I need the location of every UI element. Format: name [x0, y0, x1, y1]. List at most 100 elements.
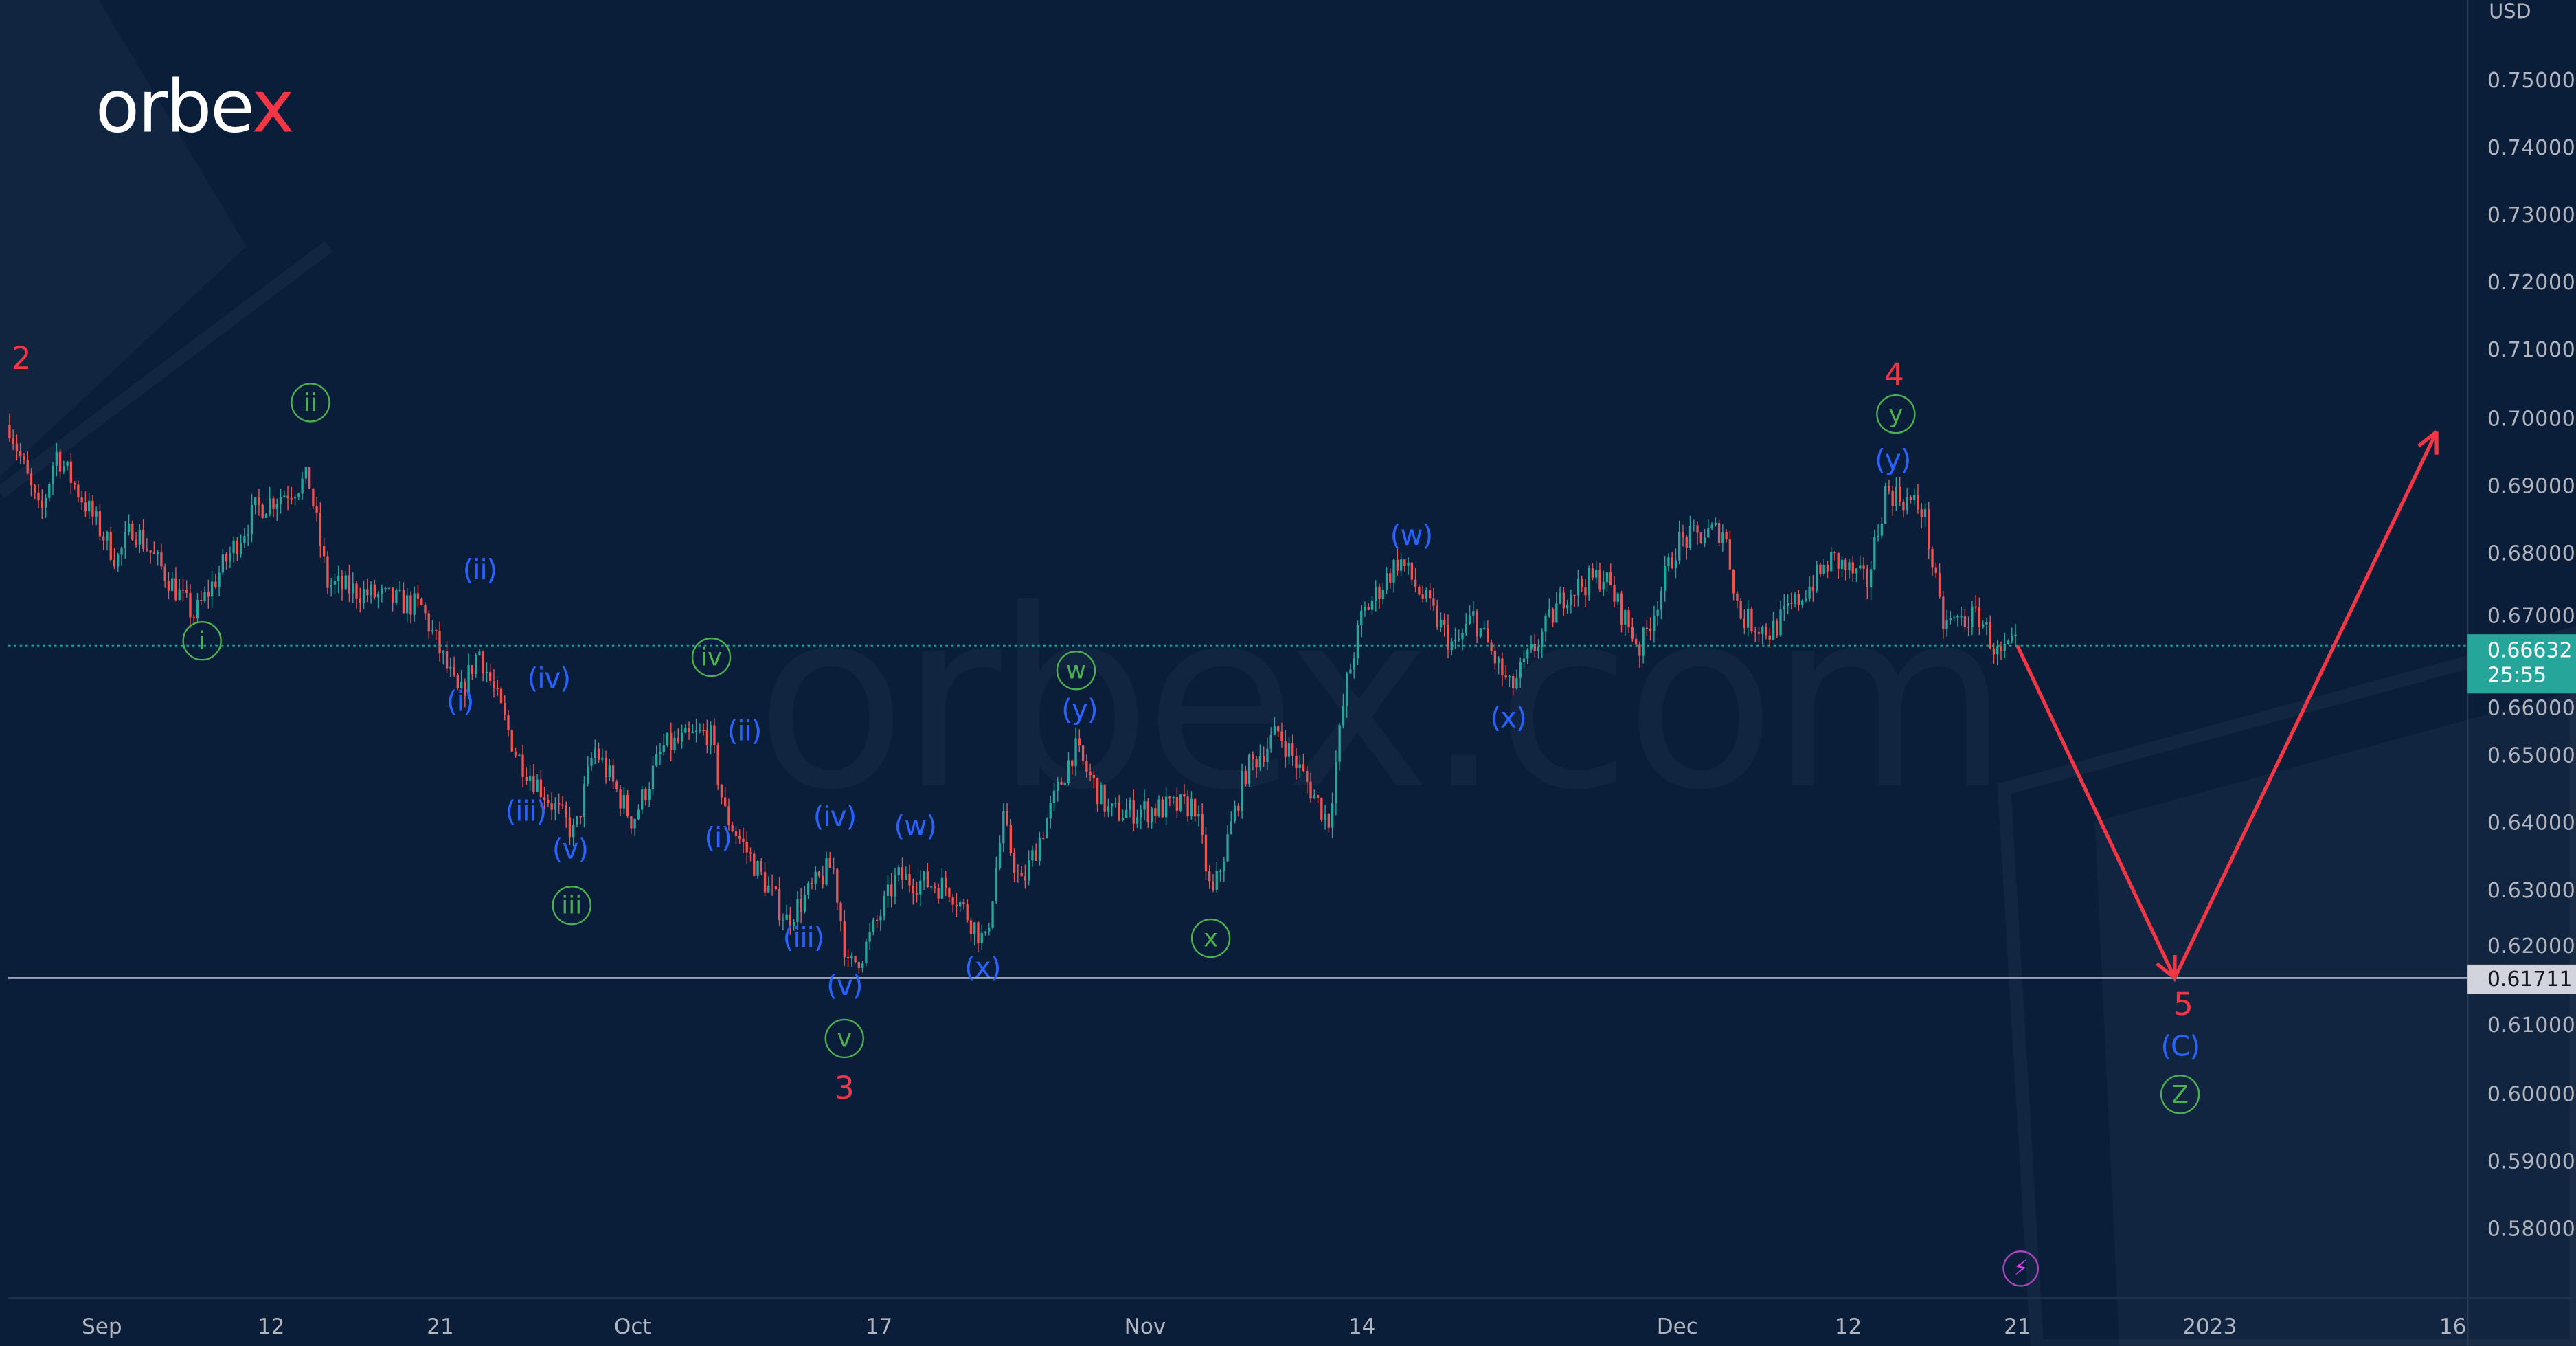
candle-body — [782, 919, 784, 921]
candle-body — [1399, 559, 1403, 571]
candle-body — [550, 803, 553, 810]
candle-body — [341, 576, 343, 590]
candle-body — [828, 858, 831, 868]
candle-body — [890, 884, 893, 897]
candle-body — [1609, 572, 1612, 586]
candle-body — [619, 789, 622, 809]
candle-body — [1338, 725, 1341, 762]
candle-body — [908, 874, 911, 886]
candle-body — [778, 889, 781, 921]
lightning-icon[interactable]: ⚡ — [2002, 1250, 2039, 1287]
candle-body — [630, 816, 633, 829]
wave-label: (C) — [2160, 1031, 2200, 1064]
candle-body — [510, 730, 513, 752]
candle-body — [966, 904, 969, 921]
candle-body — [611, 765, 615, 782]
candle-body — [485, 672, 488, 674]
candle-body — [615, 781, 618, 789]
candle-body — [387, 587, 391, 589]
candle-body — [1378, 586, 1381, 600]
level-price-tag: 0.61711 — [2467, 964, 2576, 994]
candle-body — [1458, 639, 1460, 640]
candle-body — [984, 931, 987, 933]
candle-body — [26, 460, 29, 474]
candle-body — [822, 876, 824, 885]
candle-body — [1410, 562, 1414, 580]
candle-body — [1923, 509, 1927, 517]
candle-body — [731, 825, 734, 831]
candle-body — [745, 842, 748, 853]
candle-body — [203, 592, 206, 601]
candle-body — [1519, 662, 1522, 678]
candle-body — [854, 956, 857, 963]
candle-body — [445, 651, 449, 669]
price-tick-label: 0.69000 — [2487, 472, 2576, 497]
candle-body — [37, 493, 40, 501]
candle-body — [1006, 811, 1008, 825]
candle-body — [98, 511, 102, 537]
candle-body — [1902, 502, 1905, 511]
candle-body — [1175, 797, 1179, 811]
candle-body — [1917, 495, 1919, 510]
wave-label: Z — [2160, 1075, 2200, 1114]
candle-body — [1800, 600, 1804, 605]
candle-body — [1971, 606, 1974, 628]
candle-body — [370, 584, 372, 596]
candle-body — [789, 914, 792, 926]
candle-body — [293, 497, 297, 499]
candle-body — [1490, 642, 1493, 651]
candle-body — [1678, 532, 1681, 561]
wave-label: (y) — [1874, 444, 1911, 478]
time-tick-label: Nov — [1124, 1315, 1166, 1341]
candle-body — [1479, 628, 1482, 637]
candle-body — [1851, 562, 1854, 574]
candle-body — [832, 868, 835, 869]
candle-body — [376, 594, 380, 598]
candle-body — [1009, 824, 1013, 853]
candle-body — [467, 665, 470, 696]
candle-body — [734, 831, 738, 836]
candle-body — [1418, 587, 1421, 595]
price-tick-label: 0.73000 — [2487, 202, 2576, 227]
candle-body — [691, 732, 694, 734]
candle-body — [1541, 631, 1544, 647]
candle-body — [1092, 775, 1096, 778]
candle-body — [1266, 748, 1269, 762]
candle-body — [109, 532, 112, 561]
candle-body — [221, 554, 225, 573]
time-tick-label: 2023 — [2182, 1315, 2237, 1341]
candle-body — [583, 783, 586, 817]
candle-body — [229, 553, 231, 562]
time-tick-label: 14 — [1348, 1315, 1376, 1341]
candle-body — [1584, 587, 1587, 596]
candle-body — [1168, 796, 1171, 799]
candle-body — [1493, 651, 1497, 664]
candle-body — [1848, 562, 1851, 570]
candle-body — [857, 962, 861, 968]
candle-body — [800, 899, 802, 912]
candle-body — [283, 495, 286, 497]
candle-body — [63, 466, 65, 472]
candle-body — [1624, 610, 1627, 625]
candle-body — [142, 530, 145, 549]
candle-body — [1613, 585, 1616, 602]
candle-body — [1255, 759, 1258, 768]
candle-body — [1031, 850, 1034, 861]
candle-body — [326, 556, 329, 588]
candle-body — [174, 578, 177, 601]
time-tick-label: Oct — [613, 1315, 651, 1341]
candle-body — [1548, 609, 1550, 616]
candle-body — [1920, 509, 1923, 517]
candle-body — [1779, 609, 1782, 636]
candle-body — [1562, 592, 1566, 609]
candle-body — [207, 592, 210, 597]
price-tick-label: 0.70000 — [2487, 405, 2576, 430]
candle-body — [1201, 814, 1204, 835]
candle-body — [1089, 772, 1092, 776]
candle-body — [738, 835, 741, 839]
candle-body — [167, 581, 170, 591]
candle-body — [655, 754, 658, 766]
candle-body — [8, 425, 11, 439]
